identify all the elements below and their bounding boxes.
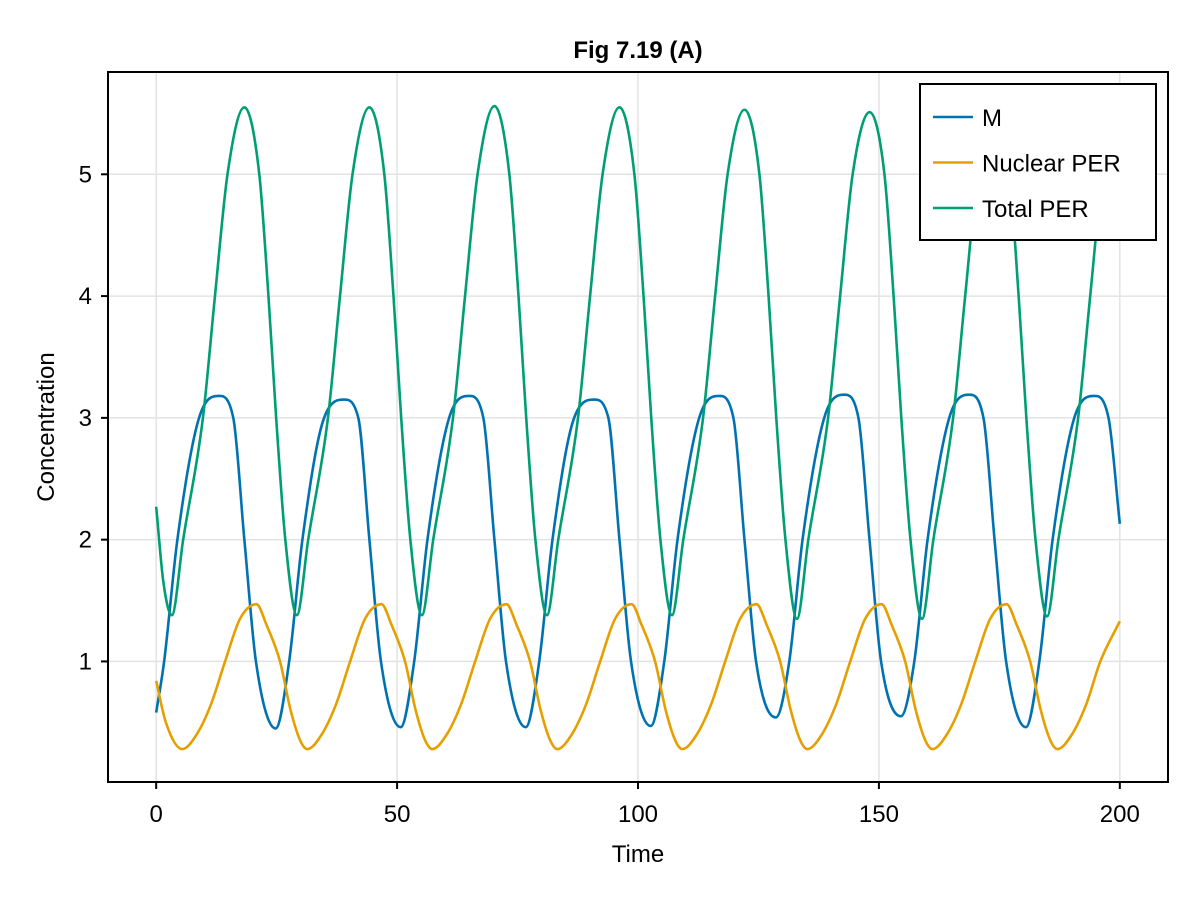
legend-label-total-per: Total PER: [982, 196, 1089, 223]
series-line-total-per: [154, 104, 1122, 621]
y-axis-label: Concentration: [33, 352, 60, 501]
legend-label-m: M: [982, 105, 1002, 132]
axis-ticks: 0 50 100 150 200 1 2 3 4 5: [79, 161, 1140, 828]
legend-label-nuclear-per: Nuclear PER: [982, 151, 1121, 178]
y-tick-label: 2: [79, 527, 92, 554]
y-tick-label: 5: [79, 161, 92, 188]
series-lines: [154, 104, 1122, 751]
series-line-m: [154, 393, 1122, 730]
y-tick-label: 3: [79, 405, 92, 432]
x-tick-label: 200: [1100, 801, 1140, 828]
x-axis-label: Time: [612, 841, 664, 868]
x-tick-label: 0: [150, 801, 163, 828]
y-tick-label: 4: [79, 283, 92, 310]
x-tick-label: 150: [859, 801, 899, 828]
legend: M Nuclear PER Total PER: [919, 83, 1157, 241]
x-tick-label: 50: [384, 801, 411, 828]
chart-title: Fig 7.19 (A): [573, 37, 702, 64]
x-tick-label: 100: [618, 801, 658, 828]
y-tick-label: 1: [79, 648, 92, 675]
series-line-nuclear-per: [154, 602, 1121, 751]
